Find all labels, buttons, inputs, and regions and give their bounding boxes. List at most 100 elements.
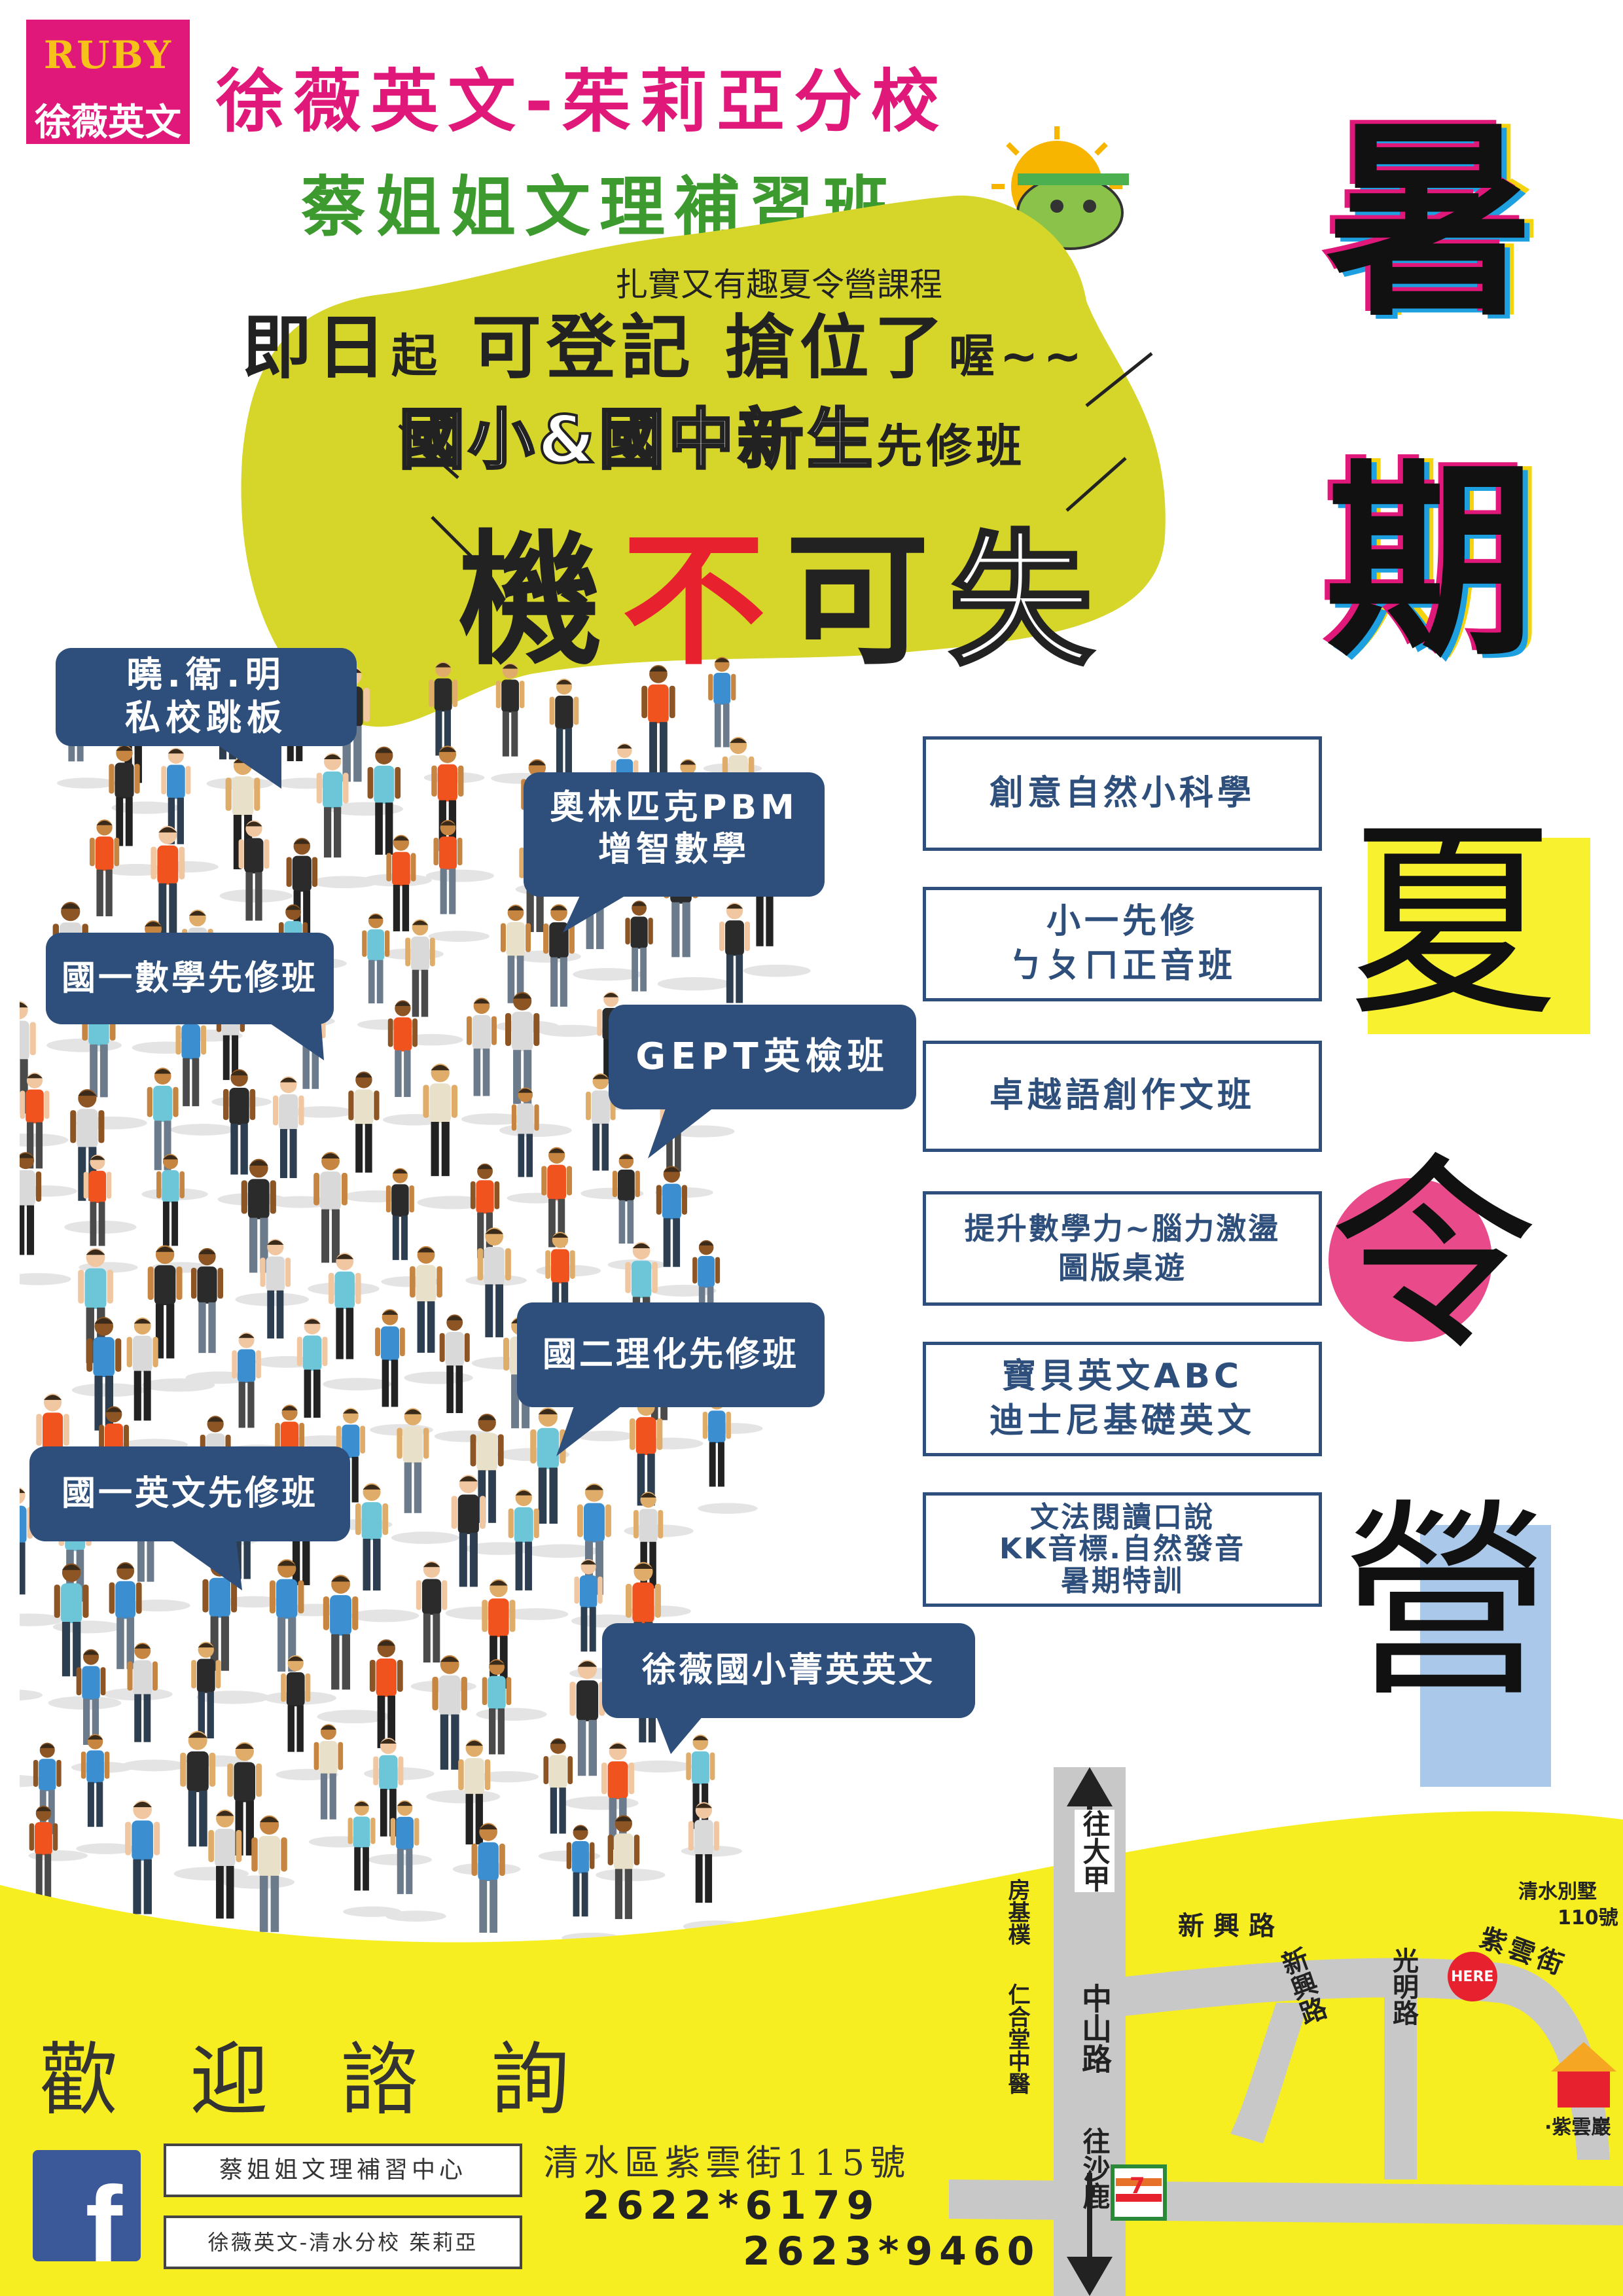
crowd-person — [84, 819, 147, 945]
bubble-olympiad-l2: 增智數學 — [597, 830, 750, 869]
crowd-person — [524, 1407, 599, 1558]
fb-page-tsai[interactable]: 蔡姐姐文理補習中心 — [164, 2144, 522, 2197]
bubble-private-school: 曉.衛.明 私校跳板 — [56, 648, 357, 746]
phone-2[interactable]: 2623*9460 — [743, 2229, 1041, 2274]
crowd-person — [308, 1152, 380, 1296]
register-part-a: 即日 — [242, 308, 391, 388]
crowd-person — [635, 665, 707, 808]
map-to-dajia: 往大甲 — [1075, 1810, 1115, 1892]
chance-char-1: 機 — [458, 517, 622, 685]
title-char-4: 令 — [1329, 1135, 1538, 1378]
crowd-person — [76, 1734, 137, 1854]
crowd-person — [349, 1483, 419, 1623]
bubble-tail — [648, 1103, 720, 1158]
crowd-person — [426, 1655, 501, 1804]
course-writing[interactable]: 卓越語創作文班 — [923, 1041, 1322, 1152]
crowd-person — [343, 1801, 402, 1917]
bubble-private-school-l2: 私校跳板 — [125, 697, 287, 738]
title-char-3: 夏 — [1348, 801, 1558, 1045]
chance-char-2: 不 — [622, 517, 786, 685]
course-science[interactable]: 創意自然小科學 — [923, 736, 1322, 851]
title-char-1: 暑 — [1325, 101, 1535, 344]
course-baby-l2: 迪士尼基礎英文 — [989, 1401, 1255, 1441]
crowd-person — [477, 1659, 539, 1783]
register-now-text: 即日起 可登記 搶位了喔~~ — [242, 291, 1087, 392]
crowd-person — [698, 1394, 758, 1514]
course-baby-english[interactable]: 寶貝英文ABC 迪士尼基礎英文 — [923, 1342, 1322, 1456]
course-math-l2: 圖版桌遊 — [1058, 1249, 1186, 1285]
crowd-person — [185, 1247, 254, 1384]
map-guangming-road: 光明路 — [1388, 1947, 1418, 2026]
map-ziyunyan-temple: ·紫雲巖 — [1544, 2116, 1611, 2139]
register-part-c: 可登記 搶位了 — [442, 308, 949, 388]
bubble-tail — [556, 1401, 628, 1456]
crowd-person — [503, 1489, 569, 1621]
course-grade1-prep[interactable]: 小一先修 ㄅㄆㄇ正音班 — [923, 887, 1322, 1001]
facebook-icon[interactable]: f — [33, 2150, 141, 2261]
bubble-g7-english: 國一英文先修班 — [29, 1446, 350, 1541]
map-villa-number: 110號 — [1558, 1907, 1618, 1929]
bubble-olympiad-l1: 奧林匹克PBM — [550, 788, 798, 827]
course-grade1-l2: ㄅㄆㄇ正音班 — [1008, 946, 1236, 986]
highlight-blob — [241, 195, 1166, 727]
address: 清水區紫雲街115號 — [543, 2142, 911, 2183]
welcome-inquiry: 歡迎諮詢 — [39, 2035, 641, 2126]
chance-char-4: 失 — [948, 516, 1113, 687]
bubble-elite-english: 徐薇國小菁英英文 — [602, 1623, 975, 1718]
bubble-g8-science: 國二理化先修班 — [517, 1302, 825, 1407]
map-zhongshan-road: 中山路 — [1077, 1983, 1113, 2073]
course-writing-l1: 卓越語創作文班 — [989, 1076, 1255, 1116]
bubble-tail — [262, 1018, 324, 1060]
crowd-person — [323, 1253, 392, 1391]
course-grammar-l3: 暑期特訓 — [1061, 1564, 1184, 1598]
crowd-person — [103, 1562, 173, 1701]
fb-page-ruby[interactable]: 徐薇英文-清水分校 茱莉亞 — [164, 2215, 522, 2269]
course-math-games[interactable]: 提升數學力~腦力激盪 圖版桌遊 — [923, 1191, 1322, 1306]
crowd-person — [391, 1408, 459, 1544]
map-fangjimo: 房基樸 — [1004, 1878, 1030, 1945]
bubble-tail — [209, 740, 281, 789]
map-to-shalu: 往沙鹿 — [1079, 2127, 1111, 2210]
bubble-g7-math: 國一數學先修班 — [46, 933, 334, 1024]
crowd-person — [141, 1245, 215, 1392]
crowd-person — [683, 1802, 749, 1933]
crowd-person — [385, 1800, 446, 1922]
course-grammar[interactable]: 文法閱讀口說 KK音標.自然發音 暑期特訓 — [923, 1492, 1322, 1607]
register-part-b: 起 — [391, 329, 442, 383]
yellow-block — [1368, 838, 1590, 1034]
camp-subtitle: 扎實又有趣夏令營課程 — [615, 266, 942, 304]
crowd-person — [196, 1558, 270, 1704]
seven-eleven-icon: 7 — [1130, 2173, 1145, 2199]
pink-circle — [1329, 1178, 1492, 1342]
bubble-gept: GEPT英檢班 — [609, 1005, 916, 1109]
map-here-pin: HERE — [1451, 1969, 1494, 1985]
course-grammar-l2: KK音標.自然發音 — [999, 1532, 1245, 1566]
crowd-person — [317, 1575, 391, 1724]
sun-mascot-icon — [991, 126, 1129, 250]
crowd-person — [20, 1487, 64, 1626]
school-title: 徐薇英文-茱莉亞分校 — [216, 62, 949, 141]
new-students-text: 國小&國中新生先修班 — [398, 386, 1026, 481]
crowd-illustration — [20, 656, 811, 1967]
phone-1[interactable]: 2622*6179 — [582, 2183, 881, 2229]
chance-char-3: 可 — [785, 517, 950, 685]
register-part-d: 喔~~ — [948, 329, 1088, 383]
bubble-tail — [563, 890, 635, 933]
crowd-person — [20, 1689, 43, 1701]
crowd-person — [428, 819, 490, 942]
new-students-a: 國小&國中新生 — [398, 400, 877, 479]
course-grammar-l1: 文法閱讀口說 — [1030, 1500, 1215, 1534]
course-grade1-l1: 小一先修 — [1046, 901, 1198, 941]
crowd-person — [357, 913, 416, 1030]
course-baby-l1: 寶貝英文ABC — [1001, 1356, 1243, 1396]
crowd-person — [563, 1660, 639, 1810]
title-char-5: 營 — [1342, 1482, 1551, 1725]
ruby-logo: RUBY 徐薇英文 — [26, 20, 190, 144]
crowd-person — [20, 1152, 71, 1285]
bubble-private-school-l1: 曉.衛.明 — [126, 654, 286, 695]
map-villa: 清水別墅 — [1518, 1880, 1597, 1903]
crowd-person — [235, 1158, 309, 1306]
logo-name: 徐薇英文 — [35, 101, 181, 144]
crowd-person — [122, 1642, 187, 1772]
course-science-l1: 創意自然小科學 — [989, 773, 1255, 813]
